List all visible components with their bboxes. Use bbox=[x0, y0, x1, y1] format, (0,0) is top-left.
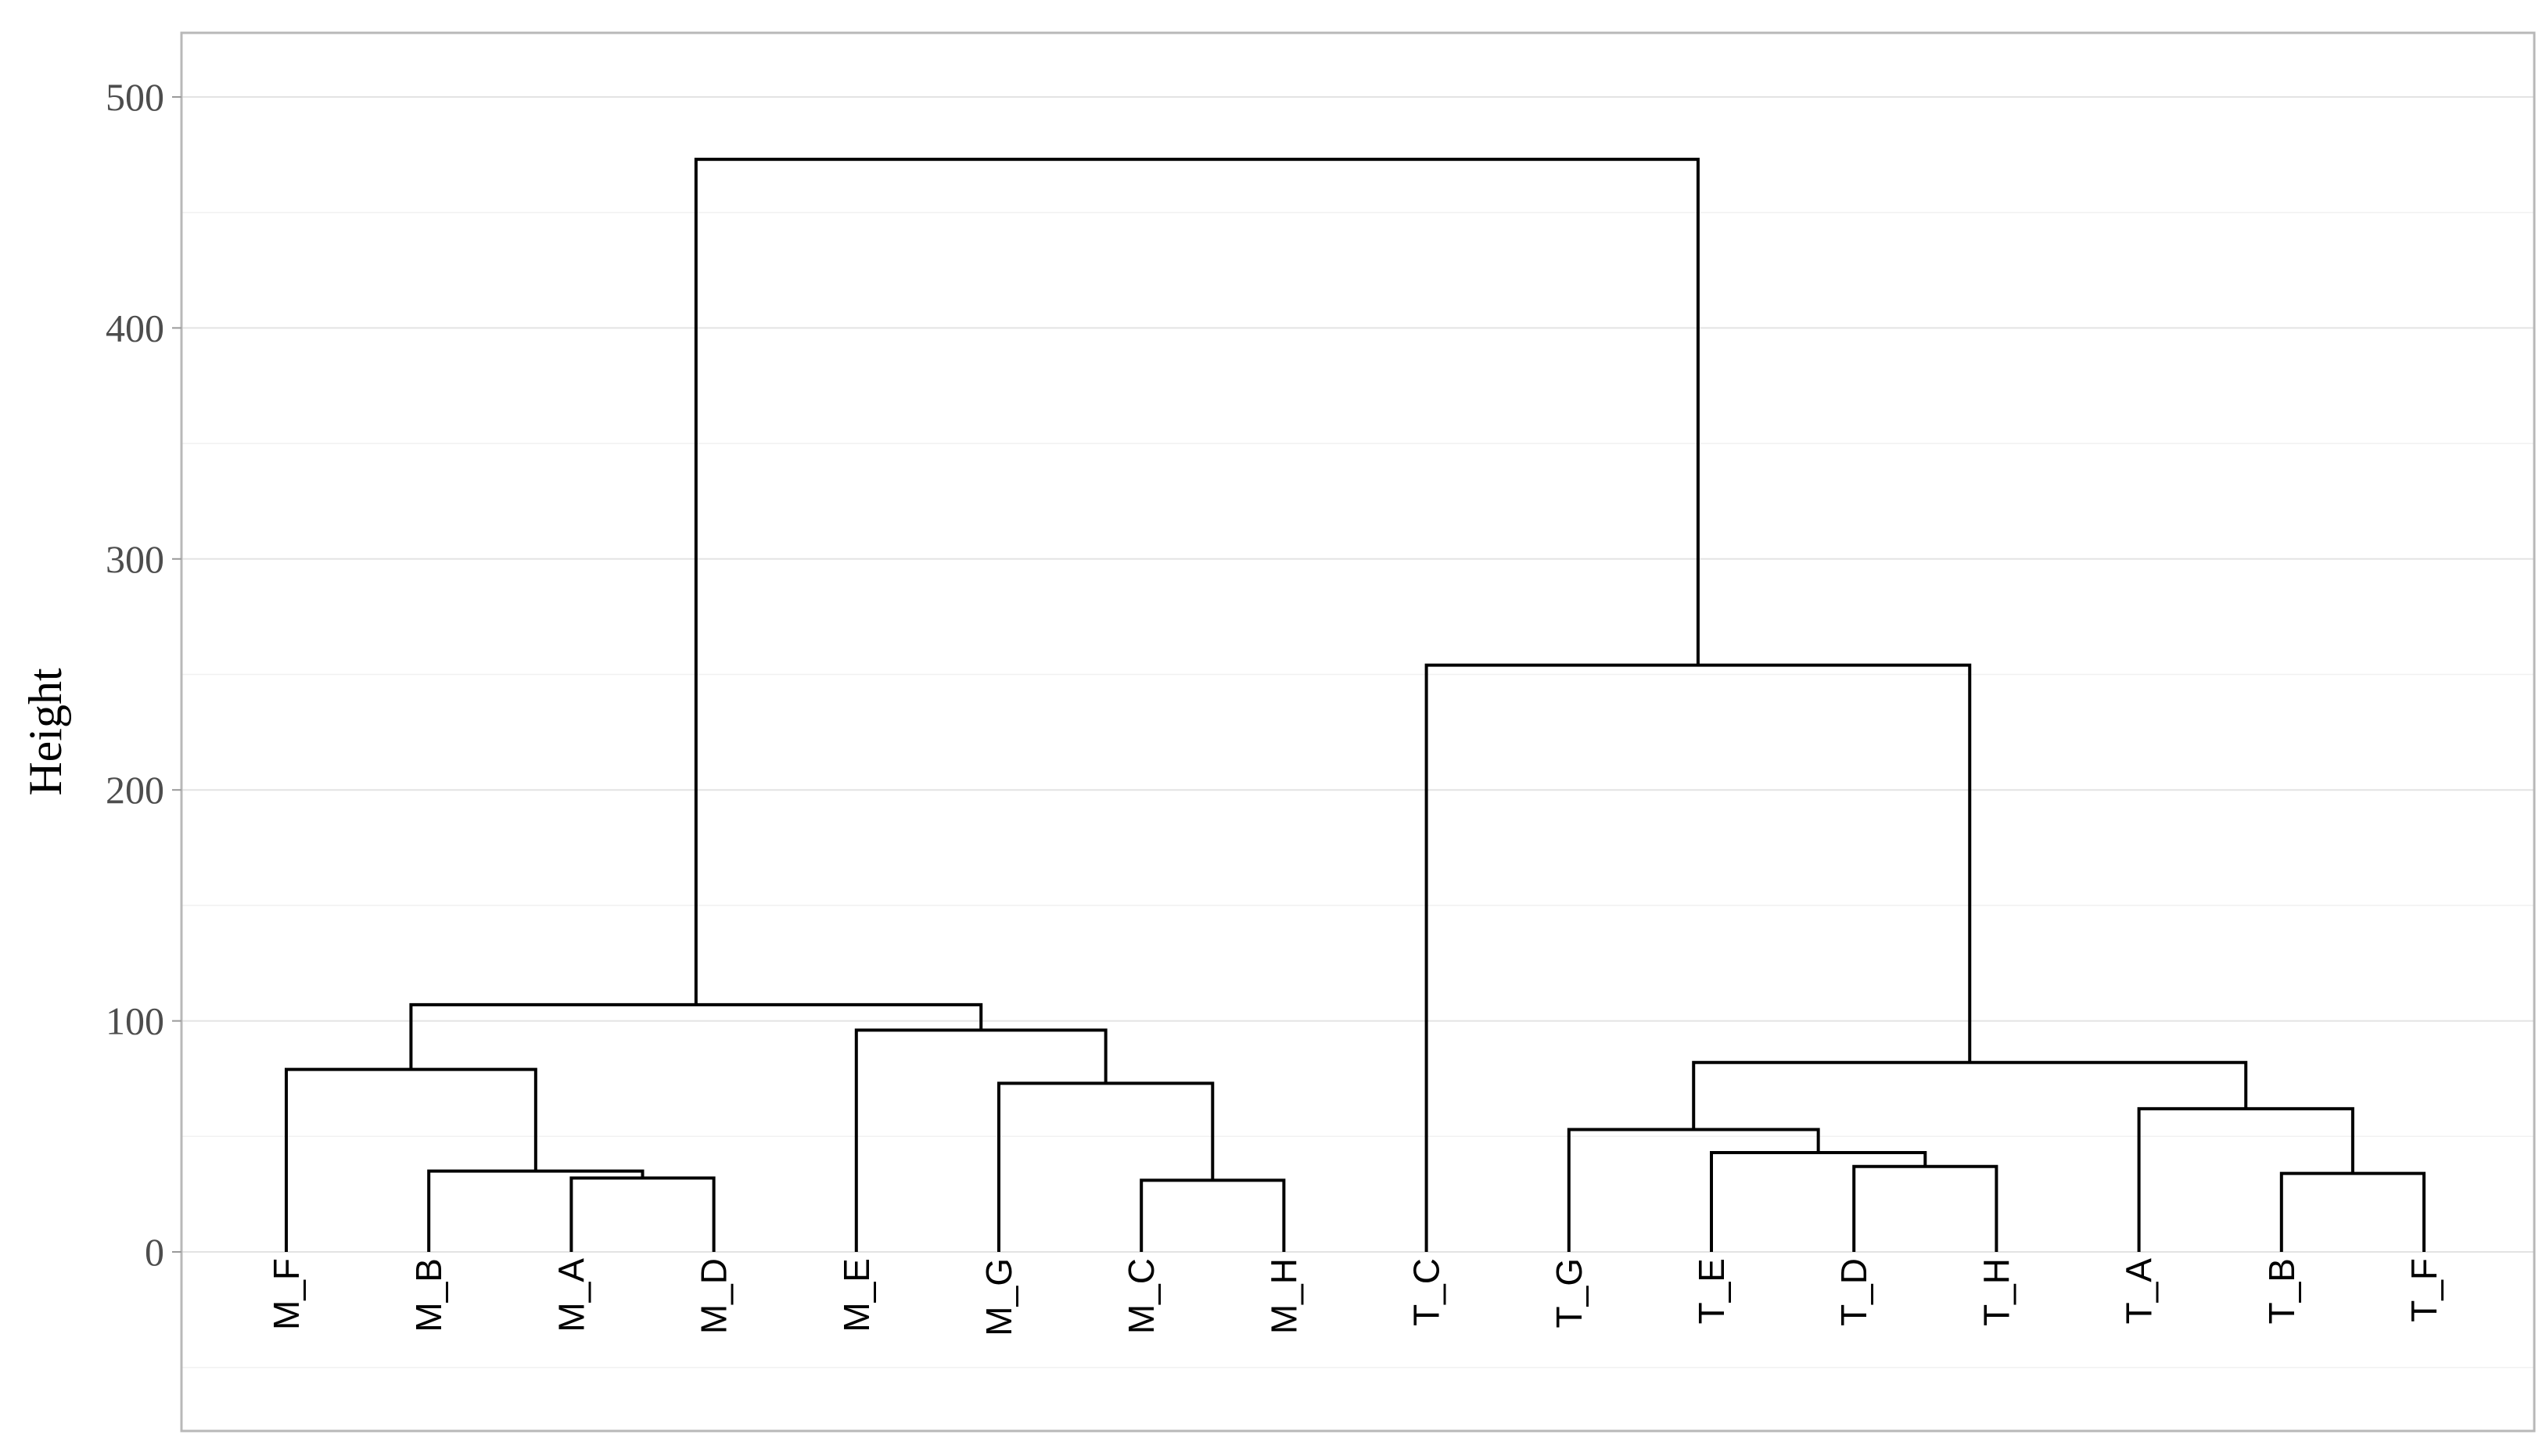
leaf-label-T_G: T_G bbox=[1549, 1258, 1589, 1328]
leaf-label-T_H: T_H bbox=[1976, 1258, 2016, 1326]
plot-panel-border bbox=[180, 31, 2536, 1433]
leaf-label-M_A: M_A bbox=[551, 1258, 591, 1332]
leaf-label-M_G: M_G bbox=[979, 1258, 1019, 1336]
leaf-label-T_C: T_C bbox=[1406, 1258, 1447, 1326]
leaf-label-M_F: M_F bbox=[266, 1258, 307, 1330]
leaf-label-M_B: M_B bbox=[408, 1258, 449, 1332]
dendrogram-branch-n10 bbox=[1567, 1128, 1820, 1252]
y-tick-label: 500 bbox=[106, 75, 164, 119]
leaf-label-T_E: T_E bbox=[1691, 1258, 1732, 1324]
leaf-label-M_E: M_E bbox=[836, 1258, 877, 1332]
dendrogram-branch-n12 bbox=[2137, 1106, 2354, 1252]
leaf-label-M_H: M_H bbox=[1263, 1258, 1304, 1334]
dendrogram-branch-n4 bbox=[1140, 1178, 1286, 1252]
dendrogram-branch-n14 bbox=[1424, 663, 1972, 1252]
y-axis: 0 100 200 300 400 500 bbox=[106, 75, 181, 1274]
y-tick-label: 100 bbox=[106, 999, 164, 1043]
leaf-label-T_D: T_D bbox=[1833, 1258, 1874, 1326]
leaf-label-T_B: T_B bbox=[2261, 1258, 2302, 1324]
leaf-label-M_D: M_D bbox=[694, 1258, 734, 1334]
dendrogram-branch-n15 bbox=[694, 157, 1700, 1005]
dendrogram-branch-n13 bbox=[1692, 1060, 2248, 1130]
dendrogram-branch-n3 bbox=[285, 1067, 537, 1252]
y-axis-title: Height bbox=[20, 668, 71, 796]
y-tick-label: 0 bbox=[145, 1230, 164, 1274]
leaf-label-T_F: T_F bbox=[2404, 1258, 2444, 1322]
dendrogram-branch-n11 bbox=[2279, 1171, 2426, 1252]
leaf-labels: M_F M_B M_A M_D M_E M_G M_C M_H T_C T_G T_E T_D T_H T… bbox=[266, 1258, 2444, 1336]
y-tick-label: 200 bbox=[106, 768, 164, 812]
dendrogram-branch-n5 bbox=[997, 1081, 1215, 1252]
dendrogram-branch-n6 bbox=[854, 1028, 1108, 1252]
y-tick-label: 400 bbox=[106, 306, 164, 350]
dendrogram-branch-n7 bbox=[409, 1002, 983, 1070]
dendrogram-branch-n2 bbox=[427, 1169, 645, 1252]
dendrogram-branch-n8 bbox=[1852, 1164, 1998, 1252]
leaf-label-M_C: M_C bbox=[1121, 1258, 1162, 1334]
dendrogram-branch-n9 bbox=[1710, 1150, 1927, 1252]
grid-layer bbox=[181, 96, 2534, 1368]
dendrogram-branch-n1 bbox=[569, 1176, 716, 1252]
y-tick-label: 300 bbox=[106, 537, 164, 581]
dendrogram-branches bbox=[285, 157, 2426, 1252]
leaf-label-T_A: T_A bbox=[2119, 1258, 2160, 1325]
